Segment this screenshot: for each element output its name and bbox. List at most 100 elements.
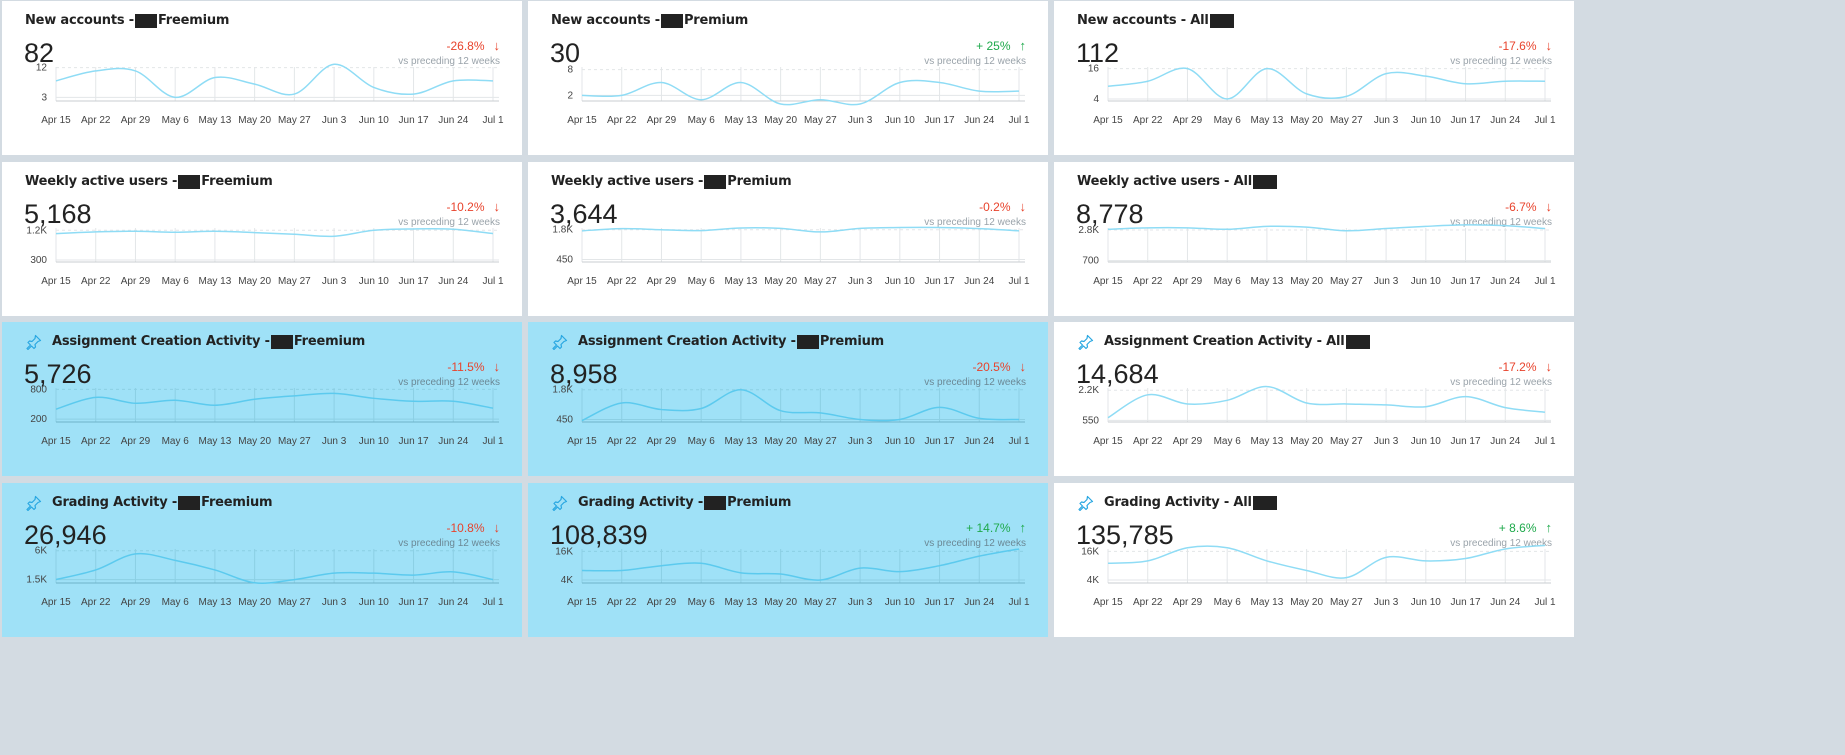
arrow-up-icon: ↑ bbox=[1545, 520, 1553, 535]
pin-icon[interactable] bbox=[1078, 334, 1094, 351]
metric-value: 30 bbox=[550, 38, 581, 68]
delta-indicator: -6.7% ↓ bbox=[1505, 199, 1552, 214]
card-title-suffix: Premium bbox=[727, 495, 792, 510]
delta-value: -0.2% bbox=[979, 199, 1011, 214]
x-tick-label: Apr 29 bbox=[647, 115, 677, 126]
x-tick-label: May 20 bbox=[764, 597, 797, 608]
x-tick-label: Jul 1 bbox=[1008, 276, 1030, 287]
x-tick-label: Apr 22 bbox=[81, 115, 111, 126]
redacted-block bbox=[704, 174, 727, 189]
x-tick-label: May 6 bbox=[162, 276, 190, 287]
chart-card: New accounts - Freemium 82 -26.8% ↓ vs prece… bbox=[2, 1, 522, 155]
card-title: New accounts - Freemium bbox=[25, 13, 229, 28]
x-tick-label: Jun 3 bbox=[1374, 276, 1399, 287]
x-tick-label: May 13 bbox=[725, 436, 758, 447]
x-tick-label: Jun 17 bbox=[399, 276, 429, 287]
delta-value: -17.2% bbox=[1498, 359, 1537, 374]
x-tick-label: May 13 bbox=[725, 276, 758, 287]
x-tick-label: Apr 22 bbox=[607, 436, 637, 447]
x-tick-label: Jun 24 bbox=[964, 276, 994, 287]
y-tick-label: 2.8K bbox=[1078, 225, 1099, 236]
series-line bbox=[55, 392, 494, 410]
x-tick-label: May 6 bbox=[1214, 276, 1242, 287]
x-tick-label: May 13 bbox=[199, 276, 232, 287]
series-line bbox=[1107, 544, 1546, 579]
y-tick-label: 16K bbox=[555, 546, 573, 557]
chart-card: Assignment Creation Activity - Premium 8,… bbox=[528, 322, 1048, 476]
y-tick-label: 300 bbox=[30, 255, 47, 266]
x-tick-label: Apr 22 bbox=[607, 597, 637, 608]
x-tick-label: May 13 bbox=[725, 597, 758, 608]
x-tick-label: Jun 10 bbox=[885, 115, 915, 126]
x-tick-label: Apr 15 bbox=[41, 276, 71, 287]
redacted-block bbox=[134, 13, 157, 28]
delta-value: -10.8% bbox=[446, 520, 485, 535]
metric-value: 82 bbox=[24, 38, 55, 68]
y-tick-label: 1.2K bbox=[26, 225, 47, 236]
metric-value: 8,778 bbox=[1076, 199, 1144, 229]
y-tick-label: 800 bbox=[30, 384, 47, 395]
chart-card: Weekly active users - Freemium 5,168 -10.2… bbox=[2, 162, 522, 316]
metric-value: 14,684 bbox=[1076, 359, 1159, 389]
arrow-down-icon: ↓ bbox=[1545, 199, 1553, 214]
x-tick-label: Jun 3 bbox=[322, 115, 347, 126]
metric-value: 108,839 bbox=[550, 520, 648, 550]
x-tick-label: May 27 bbox=[804, 276, 837, 287]
arrow-down-icon: ↓ bbox=[1545, 359, 1553, 374]
delta-indicator: -17.6% ↓ bbox=[1498, 38, 1552, 53]
y-tick-label: 450 bbox=[556, 414, 573, 425]
x-tick-label: Apr 15 bbox=[41, 436, 71, 447]
x-tick-label: May 27 bbox=[1330, 597, 1363, 608]
y-tick-label: 550 bbox=[1082, 415, 1099, 426]
pin-icon[interactable] bbox=[1078, 495, 1094, 512]
series-line bbox=[581, 548, 1020, 581]
x-tick-label: Apr 29 bbox=[121, 115, 151, 126]
series-line bbox=[581, 226, 1020, 233]
pin-icon[interactable] bbox=[26, 334, 42, 351]
x-tick-label: Apr 22 bbox=[81, 276, 111, 287]
redacted-block bbox=[270, 334, 293, 349]
delta-value: -20.5% bbox=[972, 359, 1011, 374]
card-title: New accounts - All bbox=[1077, 13, 1235, 28]
line-chart: 8 2 Apr 15 Apr 22 Apr 29 May 6 May 13 May 20 May… bbox=[567, 65, 1030, 126]
metric-value: 8,958 bbox=[550, 359, 618, 389]
arrow-down-icon: ↓ bbox=[493, 359, 501, 374]
comparison-label: vs preceding 12 weeks bbox=[924, 377, 1026, 388]
x-tick-label: May 27 bbox=[1330, 115, 1363, 126]
redacted-block bbox=[796, 334, 819, 349]
x-tick-label: May 6 bbox=[688, 276, 716, 287]
pin-icon[interactable] bbox=[552, 495, 568, 512]
redacted-block bbox=[178, 495, 201, 510]
comparison-label: vs preceding 12 weeks bbox=[924, 217, 1026, 228]
x-tick-label: Jun 17 bbox=[1451, 115, 1481, 126]
card-title: Weekly active users - Premium bbox=[551, 174, 792, 189]
x-tick-label: Jun 10 bbox=[359, 276, 389, 287]
y-tick-label: 4 bbox=[1093, 94, 1099, 105]
delta-indicator: -10.2% ↓ bbox=[446, 199, 500, 214]
card-title: Assignment Creation Activity - Premium bbox=[578, 334, 884, 349]
pin-icon[interactable] bbox=[26, 495, 42, 512]
x-tick-label: Jun 24 bbox=[1490, 436, 1520, 447]
x-tick-label: Jun 17 bbox=[925, 276, 955, 287]
comparison-label: vs preceding 12 weeks bbox=[1450, 56, 1552, 67]
series-line bbox=[581, 388, 1020, 422]
y-tick-label: 700 bbox=[1082, 256, 1099, 267]
arrow-down-icon: ↓ bbox=[1019, 199, 1027, 214]
x-tick-label: Jun 3 bbox=[848, 115, 873, 126]
card-title: Assignment Creation Activity - All bbox=[1104, 334, 1371, 349]
x-tick-label: May 6 bbox=[1214, 436, 1242, 447]
comparison-label: vs preceding 12 weeks bbox=[1450, 217, 1552, 228]
card-title-text: New accounts - bbox=[25, 13, 134, 28]
card-title: Grading Activity - All bbox=[1104, 495, 1278, 510]
card-title-text: Weekly active users - bbox=[551, 174, 704, 189]
card-title-text: New accounts - bbox=[551, 13, 660, 28]
x-tick-label: Jun 17 bbox=[399, 436, 429, 447]
chart-card: Weekly active users - All 8,778 -6.7% ↓ vs … bbox=[1054, 162, 1574, 316]
line-chart: 800 200 Apr 15 Apr 22 Apr 29 May 6 May 13 May 2… bbox=[30, 384, 504, 447]
line-chart: 6K 1.5K Apr 15 Apr 22 Apr 29 May 6 May 13 May 2… bbox=[26, 546, 504, 608]
delta-indicator: -11.5% ↓ bbox=[447, 359, 500, 374]
comparison-label: vs preceding 12 weeks bbox=[398, 538, 500, 549]
pin-icon[interactable] bbox=[552, 334, 568, 351]
redacted-block bbox=[1345, 334, 1370, 349]
chart-card: Assignment Creation Activity - All 14,68… bbox=[1054, 322, 1574, 476]
